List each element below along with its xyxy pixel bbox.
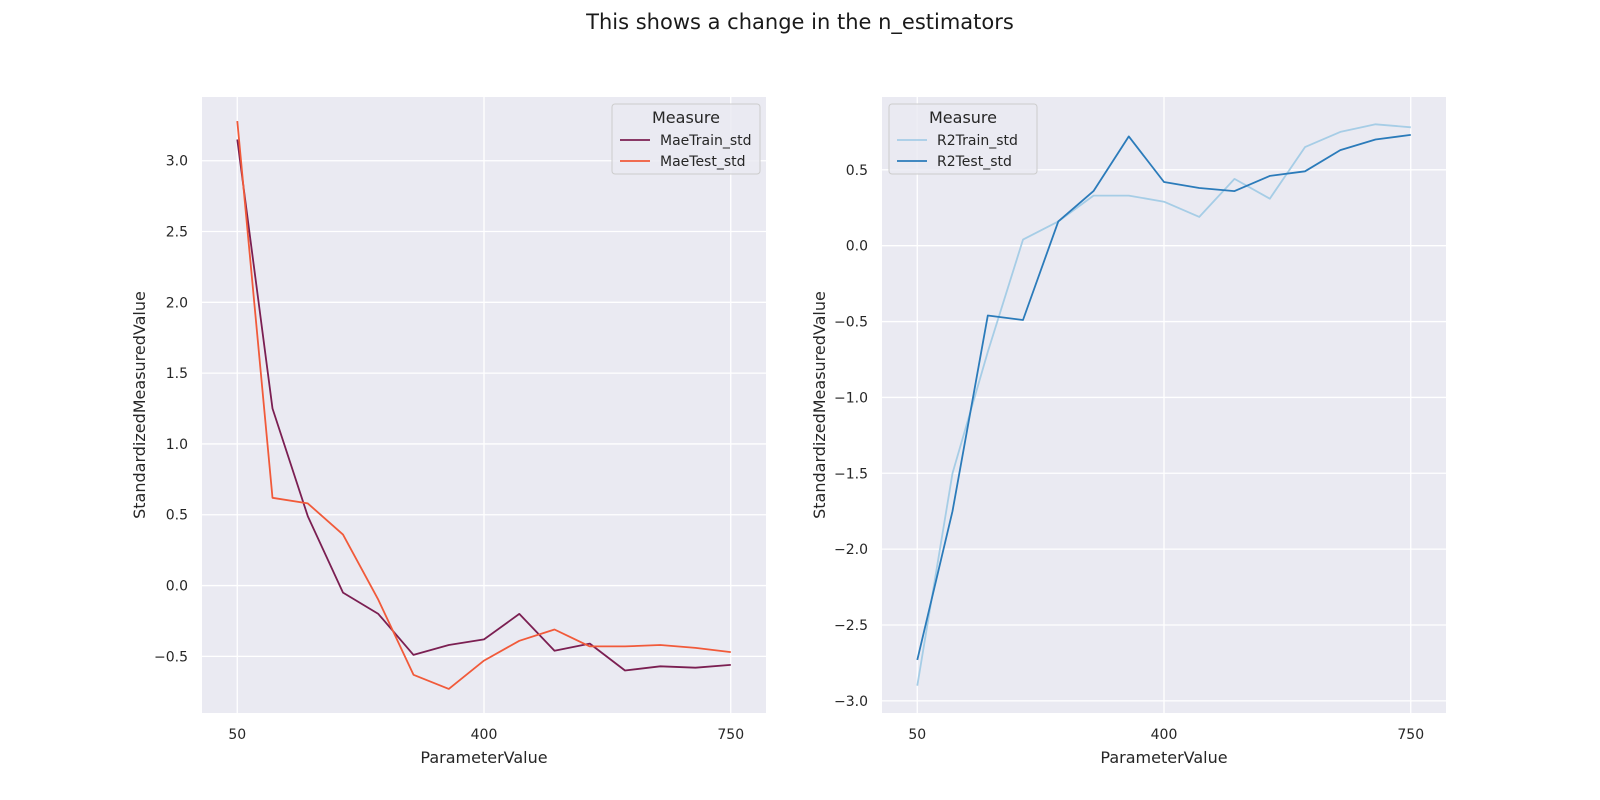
- y-tick-label: 1.0: [166, 437, 188, 453]
- y-tick-label: −3.0: [834, 694, 868, 710]
- x-tick-label: 400: [1151, 727, 1178, 743]
- y-tick-label: 0.0: [846, 239, 868, 255]
- x-axis-label: ParameterValue: [1100, 748, 1227, 767]
- series-line-R2Train_std: [916, 123, 1411, 686]
- legend-box: [611, 103, 761, 175]
- legend: Measure R2Train_std R2Test_std: [888, 103, 1038, 175]
- x-tick-label: 750: [1397, 727, 1424, 743]
- legend-entry: R2Test_std: [937, 154, 1012, 170]
- y-tick-label: −2.5: [834, 618, 868, 634]
- y-tick-label: 1.5: [166, 366, 188, 382]
- chart-panel-2: −3.0 −2.5 −2.0 −1.5 −1.0 −0.5 0.0 0.5 50 400 750 Pa…: [810, 97, 1446, 767]
- legend: Measure MaeTrain_std MaeTest_std: [611, 103, 761, 175]
- series-line-MaeTest_std: [236, 121, 731, 690]
- x-tick-label: 50: [908, 727, 926, 743]
- y-tick-label: −0.5: [834, 315, 868, 331]
- series-line-MaeTrain_std: [236, 139, 731, 672]
- x-tick-label: 750: [717, 727, 744, 743]
- y-axis-label: StandardizedMeasuredValue: [810, 291, 829, 519]
- figure-title: This shows a change in the n_estimators: [586, 10, 1014, 34]
- y-tick-label: 2.0: [166, 295, 188, 311]
- y-tick-label: −1.0: [834, 390, 868, 406]
- y-tick-label: −2.0: [834, 542, 868, 558]
- y-tick-label: 0.5: [166, 508, 188, 524]
- x-tick-label: 400: [471, 727, 498, 743]
- series-line-R2Test_std: [916, 134, 1411, 661]
- x-tick-label: 50: [228, 727, 246, 743]
- legend-title: Measure: [929, 108, 997, 127]
- y-tick-label: 0.0: [166, 579, 188, 595]
- y-tick-label: 2.5: [166, 225, 188, 241]
- y-axis-label: StandardizedMeasuredValue: [130, 291, 149, 519]
- legend-title: Measure: [652, 108, 720, 127]
- legend-entry: MaeTest_std: [660, 154, 746, 170]
- legend-box: [888, 103, 1038, 175]
- y-tick-label: −0.5: [154, 649, 188, 665]
- x-axis-label: ParameterValue: [420, 748, 547, 767]
- y-tick-label: 0.5: [846, 163, 868, 179]
- y-tick-label: −1.5: [834, 466, 868, 482]
- y-tick-label: 3.0: [166, 154, 188, 170]
- legend-entry: MaeTrain_std: [660, 133, 752, 149]
- legend-entry: R2Train_std: [937, 133, 1018, 149]
- chart-panel-1: −0.5 0.0 0.5 1.0 1.5 2.0 2.5 3.0 50 400 750 Paramet…: [130, 97, 766, 767]
